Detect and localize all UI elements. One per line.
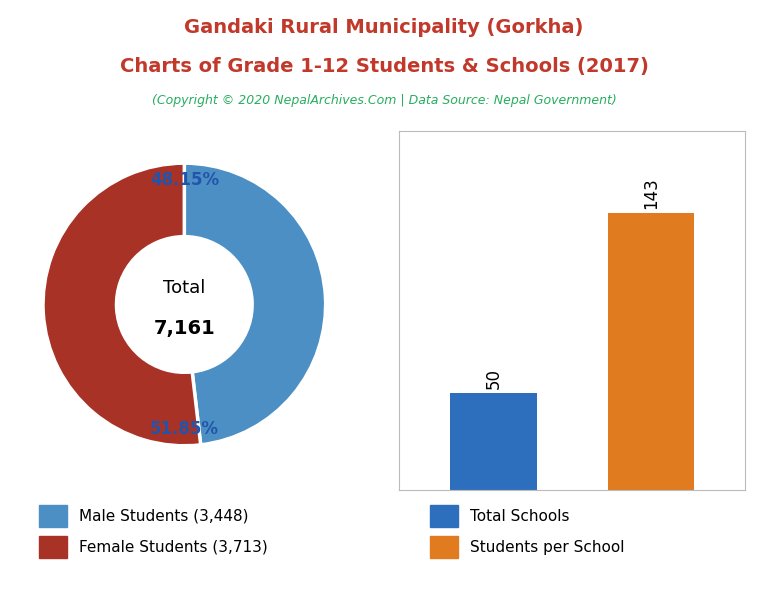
Legend: Total Schools, Students per School: Total Schools, Students per School bbox=[424, 499, 631, 564]
Text: 50: 50 bbox=[485, 368, 502, 389]
Text: Total: Total bbox=[163, 279, 206, 297]
Text: 143: 143 bbox=[642, 177, 660, 209]
Legend: Male Students (3,448), Female Students (3,713): Male Students (3,448), Female Students (… bbox=[33, 499, 273, 564]
Text: 48.15%: 48.15% bbox=[150, 171, 219, 189]
Wedge shape bbox=[43, 163, 200, 446]
Bar bbox=[450, 393, 537, 490]
Text: 51.85%: 51.85% bbox=[150, 420, 219, 438]
Text: Charts of Grade 1-12 Students & Schools (2017): Charts of Grade 1-12 Students & Schools … bbox=[120, 57, 648, 76]
Text: 7,161: 7,161 bbox=[154, 319, 215, 338]
Text: (Copyright © 2020 NepalArchives.Com | Data Source: Nepal Government): (Copyright © 2020 NepalArchives.Com | Da… bbox=[151, 94, 617, 107]
Text: Gandaki Rural Municipality (Gorkha): Gandaki Rural Municipality (Gorkha) bbox=[184, 18, 584, 37]
Bar bbox=[607, 213, 694, 490]
Wedge shape bbox=[184, 163, 326, 445]
